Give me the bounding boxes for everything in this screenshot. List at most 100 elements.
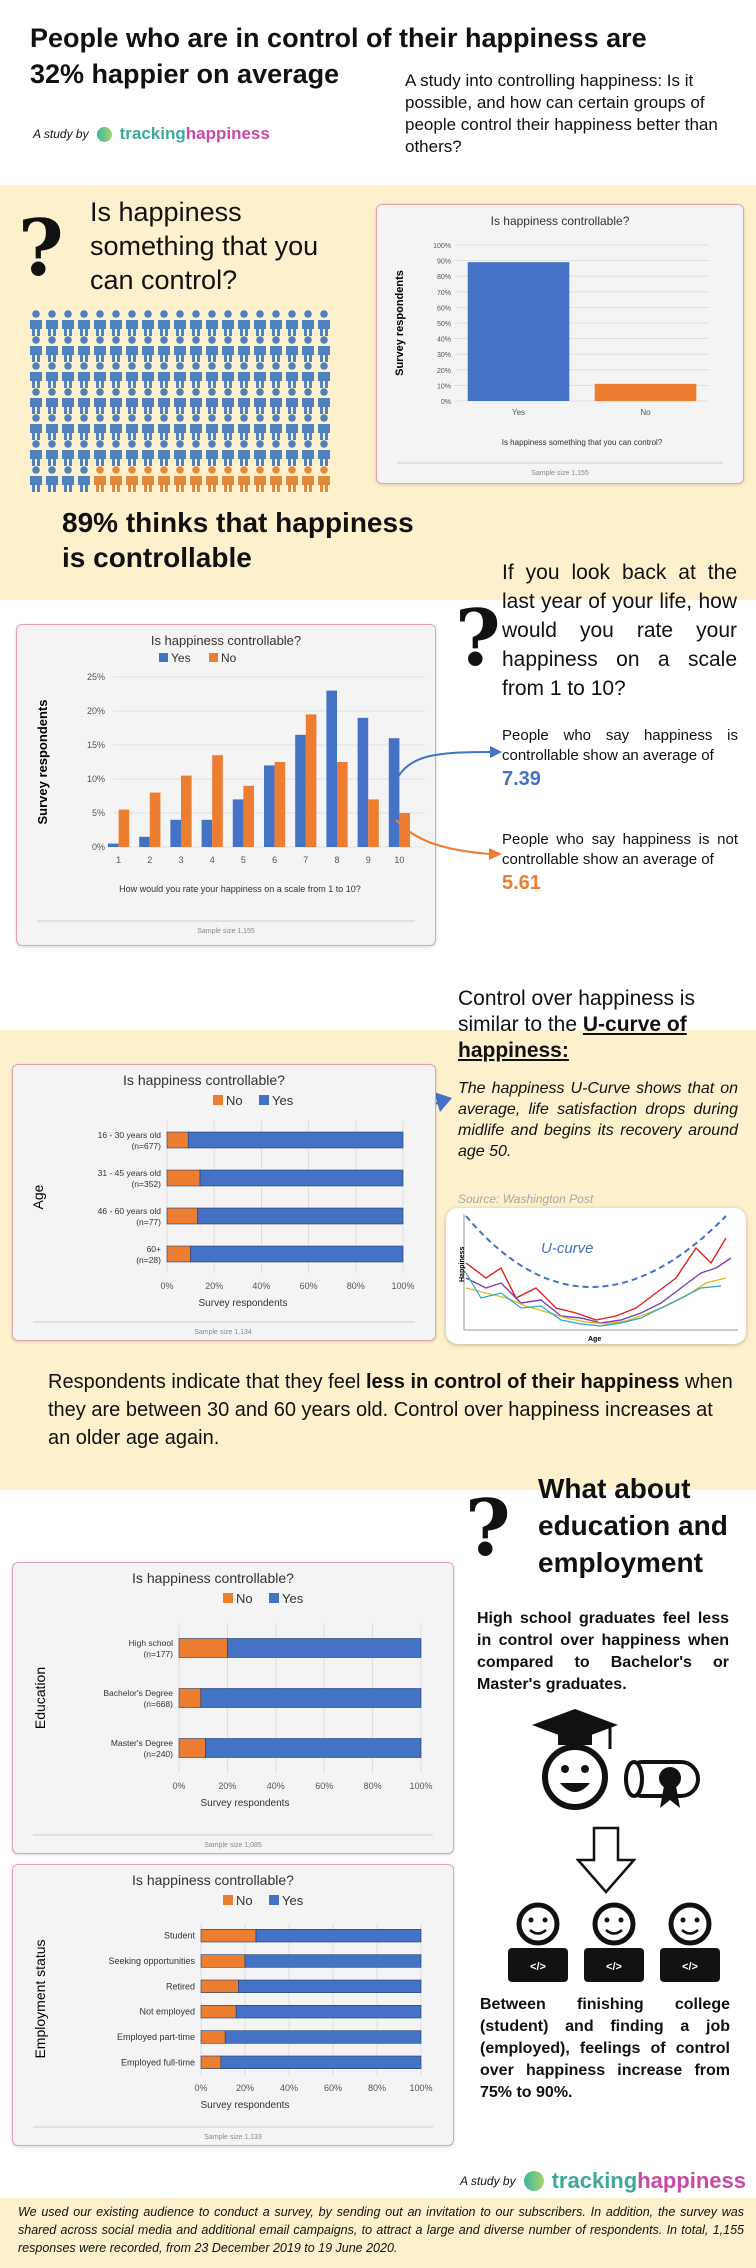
person-icon	[30, 362, 42, 388]
person-icon	[110, 310, 122, 336]
chart5-ylabel: Employment status	[32, 1939, 48, 2058]
person-body	[254, 346, 266, 362]
person-body	[190, 320, 202, 336]
developer-head	[668, 1902, 712, 1946]
person-head	[256, 310, 264, 318]
chart5-bar	[200, 2005, 237, 2019]
person-icon	[110, 388, 122, 414]
ucurve-svg: U-curve Happiness Age	[459, 1214, 738, 1343]
chart5-bar	[235, 2005, 422, 2019]
chart1-svg: Is happiness controllable? 100% 90% 80% 70% 6…	[394, 214, 723, 477]
person-icon	[158, 466, 170, 492]
person-icon	[30, 388, 42, 414]
person-icon	[254, 440, 266, 466]
person-icon	[46, 336, 58, 362]
chart2-xtick: 7	[303, 855, 308, 865]
chart2-ytick: 0%	[92, 842, 105, 852]
person-head	[256, 440, 264, 448]
chart4-xtick: 60%	[315, 1781, 333, 1791]
person-head	[272, 362, 280, 370]
person-icon	[94, 414, 106, 440]
person-body	[222, 372, 234, 388]
person-body	[126, 320, 138, 336]
person-head	[48, 466, 56, 474]
person-body	[318, 450, 330, 466]
person-head	[128, 310, 136, 318]
person-icon	[270, 440, 282, 466]
person-head	[320, 336, 328, 344]
chart3-bar	[199, 1169, 404, 1187]
chart4-category-label: (n=240)	[143, 1749, 173, 1759]
person-icon	[126, 336, 138, 362]
chart3-category-label: (n=77)	[136, 1217, 161, 1227]
person-head	[224, 440, 232, 448]
developer-head	[592, 1902, 636, 1946]
person-body	[158, 450, 170, 466]
person-icon	[110, 336, 122, 362]
main-title-line2: 32% happier on average	[30, 59, 340, 89]
chart4-xtick: 80%	[364, 1781, 382, 1791]
chart5-bar	[200, 2055, 222, 2069]
chart5-bar	[224, 2030, 422, 2044]
chart3-category-label: 46 - 60 years old	[98, 1206, 162, 1216]
chart3-category-label: 60+	[147, 1244, 161, 1254]
person-body	[110, 398, 122, 414]
person-body	[206, 424, 218, 440]
person-head	[48, 388, 56, 396]
footer-brand-logo-icon	[523, 2171, 544, 2191]
person-body	[238, 320, 250, 336]
person-icon	[174, 440, 186, 466]
person-icon	[174, 388, 186, 414]
person-head	[80, 336, 88, 344]
person-body	[46, 476, 58, 492]
chart5-xlabel: Survey respondents	[201, 2100, 290, 2111]
section5-heading: What about education and employment	[538, 1473, 728, 1578]
person-head	[240, 466, 248, 474]
person-body	[142, 424, 154, 440]
education-text: High school graduates feel less in contr…	[477, 1610, 729, 1693]
person-head	[240, 440, 248, 448]
person-head	[96, 466, 104, 474]
ucurve-xlabel: Age	[588, 1336, 601, 1343]
person-body	[206, 346, 218, 362]
person-icon	[126, 388, 138, 414]
person-head	[176, 388, 184, 396]
person-icon	[30, 466, 42, 492]
footer-brand: A study by trackinghappiness	[460, 2168, 746, 2194]
person-icon	[318, 414, 330, 440]
chart5-bar	[200, 1929, 257, 1943]
person-head	[80, 362, 88, 370]
person-head	[64, 466, 72, 474]
person-body	[190, 476, 202, 492]
person-icon	[222, 362, 234, 388]
chart2-legend-label: Yes	[171, 651, 191, 665]
ucurve-heading: Control over happiness is similar to the…	[458, 986, 738, 1064]
chart1-ytick: 100%	[433, 243, 451, 250]
person-body	[78, 476, 90, 492]
person-icon	[94, 310, 106, 336]
chart5-xtick: 20%	[236, 2083, 254, 2093]
person-head	[256, 466, 264, 474]
person-body	[110, 372, 122, 388]
person-icon	[270, 388, 282, 414]
person-body	[238, 398, 250, 414]
chart4-sample: Sample size 1,085	[204, 1842, 262, 1849]
person-head	[208, 310, 216, 318]
chart3-bar	[166, 1207, 198, 1225]
person-icon	[302, 310, 314, 336]
chart5-category-label: Not employed	[139, 2007, 195, 2017]
person-body	[94, 346, 106, 362]
person-body	[78, 398, 90, 414]
no-average-value: 5.61	[502, 872, 541, 894]
person-head	[288, 362, 296, 370]
person-head	[240, 414, 248, 422]
question-mark-icon: ?	[18, 203, 64, 294]
person-head	[128, 414, 136, 422]
person-icon	[174, 336, 186, 362]
chart2-xtick: 9	[366, 855, 371, 865]
person-body	[62, 346, 74, 362]
chart5-legend-label: No	[236, 1893, 253, 1908]
person-head	[320, 362, 328, 370]
person-head	[288, 336, 296, 344]
developer-eye	[618, 1917, 624, 1923]
